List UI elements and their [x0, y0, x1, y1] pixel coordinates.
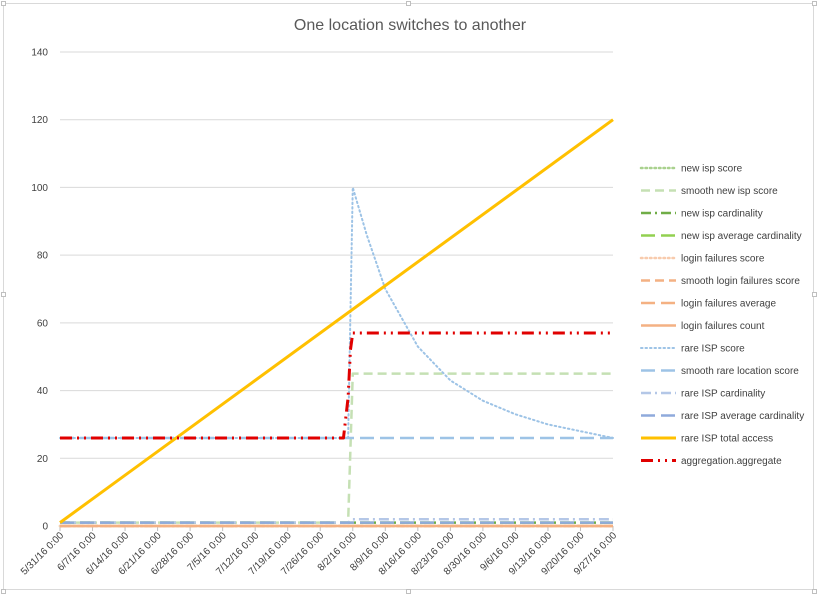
legend-item-new-isp-average-cardinality[interactable]: new isp average cardinality: [641, 231, 802, 242]
legend-label: new isp cardinality: [681, 209, 763, 220]
resize-handle-top-right[interactable]: [812, 1, 817, 6]
legend-label: smooth new isp score: [681, 186, 778, 197]
series-line-rare-isp-score: [59, 186, 614, 439]
legend-label: rare ISP score: [681, 344, 745, 355]
resize-handle-bottom-left[interactable]: [1, 589, 6, 594]
legend-item-login-failures-count[interactable]: login failures count: [641, 321, 765, 332]
resize-handle-right[interactable]: [812, 292, 817, 297]
legend-item-rare-isp-cardinality[interactable]: rare ISP cardinality: [641, 389, 765, 400]
y-tick-label: 20: [37, 454, 49, 465]
resize-handle-left[interactable]: [1, 292, 6, 297]
chart-title: One location switches to another: [294, 17, 527, 34]
legend-item-smooth-login-failures-score[interactable]: smooth login failures score: [641, 276, 800, 287]
legend-label: new isp score: [681, 164, 743, 175]
y-tick-label: 40: [37, 386, 49, 397]
y-tick-label: 140: [31, 48, 48, 59]
legend-item-rare-isp-score[interactable]: rare ISP score: [640, 344, 745, 355]
legend-label: login failures average: [681, 299, 776, 310]
series-line-smooth-new-isp-score: [60, 372, 613, 524]
y-tick-label: 80: [37, 251, 49, 262]
legend-label: new isp average cardinality: [681, 231, 802, 242]
legend-label: login failures count: [681, 321, 765, 332]
legend-label: rare ISP total access: [681, 434, 773, 445]
legend-item-new-isp-score[interactable]: new isp score: [639, 164, 743, 175]
series-line-aggregation-aggregate: [60, 331, 613, 440]
legend-item-rare-isp-average-cardinality[interactable]: rare ISP average cardinality: [641, 411, 804, 422]
y-axis: 0 20 40 60 80 100 120 140: [31, 48, 48, 533]
legend-item-login-failures-score[interactable]: login failures score: [639, 254, 765, 265]
legend-label: rare ISP average cardinality: [681, 411, 804, 422]
legend-item-smooth-new-isp-score[interactable]: smooth new isp score: [641, 186, 778, 197]
y-tick-label: 120: [31, 115, 48, 126]
gridlines: [60, 51, 613, 527]
y-tick-label: 0: [42, 522, 48, 533]
legend-label: login failures score: [681, 254, 765, 265]
legend-item-login-failures-average[interactable]: login failures average: [641, 299, 776, 310]
legend-label: aggregation.aggregate: [681, 456, 782, 467]
resize-handle-top[interactable]: [406, 1, 411, 6]
legend: new isp score smooth new isp score new isp…: [639, 164, 804, 467]
legend-item-smooth-rare-location-score[interactable]: smooth rare location score: [641, 366, 799, 377]
resize-handle-bottom[interactable]: [406, 589, 411, 594]
legend-label: rare ISP cardinality: [681, 389, 765, 400]
legend-label: smooth login failures score: [681, 276, 800, 287]
y-tick-label: 60: [37, 318, 49, 329]
series-line-rare-isp-total-access: [59, 118, 614, 524]
plot-area: [58, 118, 615, 528]
resize-handle-bottom-right[interactable]: [812, 589, 817, 594]
y-tick-label: 100: [31, 183, 48, 194]
legend-label: smooth rare location score: [681, 366, 799, 377]
legend-item-rare-isp-total-access[interactable]: rare ISP total access: [641, 434, 773, 445]
legend-item-new-isp-cardinality[interactable]: new isp cardinality: [641, 209, 763, 220]
x-axis: 5/31/16 0:006/7/16 0:006/14/16 0:006/21/…: [19, 526, 619, 577]
legend-item-aggregation-aggregate[interactable]: aggregation.aggregate: [641, 456, 782, 467]
resize-handle-top-left[interactable]: [1, 1, 6, 6]
